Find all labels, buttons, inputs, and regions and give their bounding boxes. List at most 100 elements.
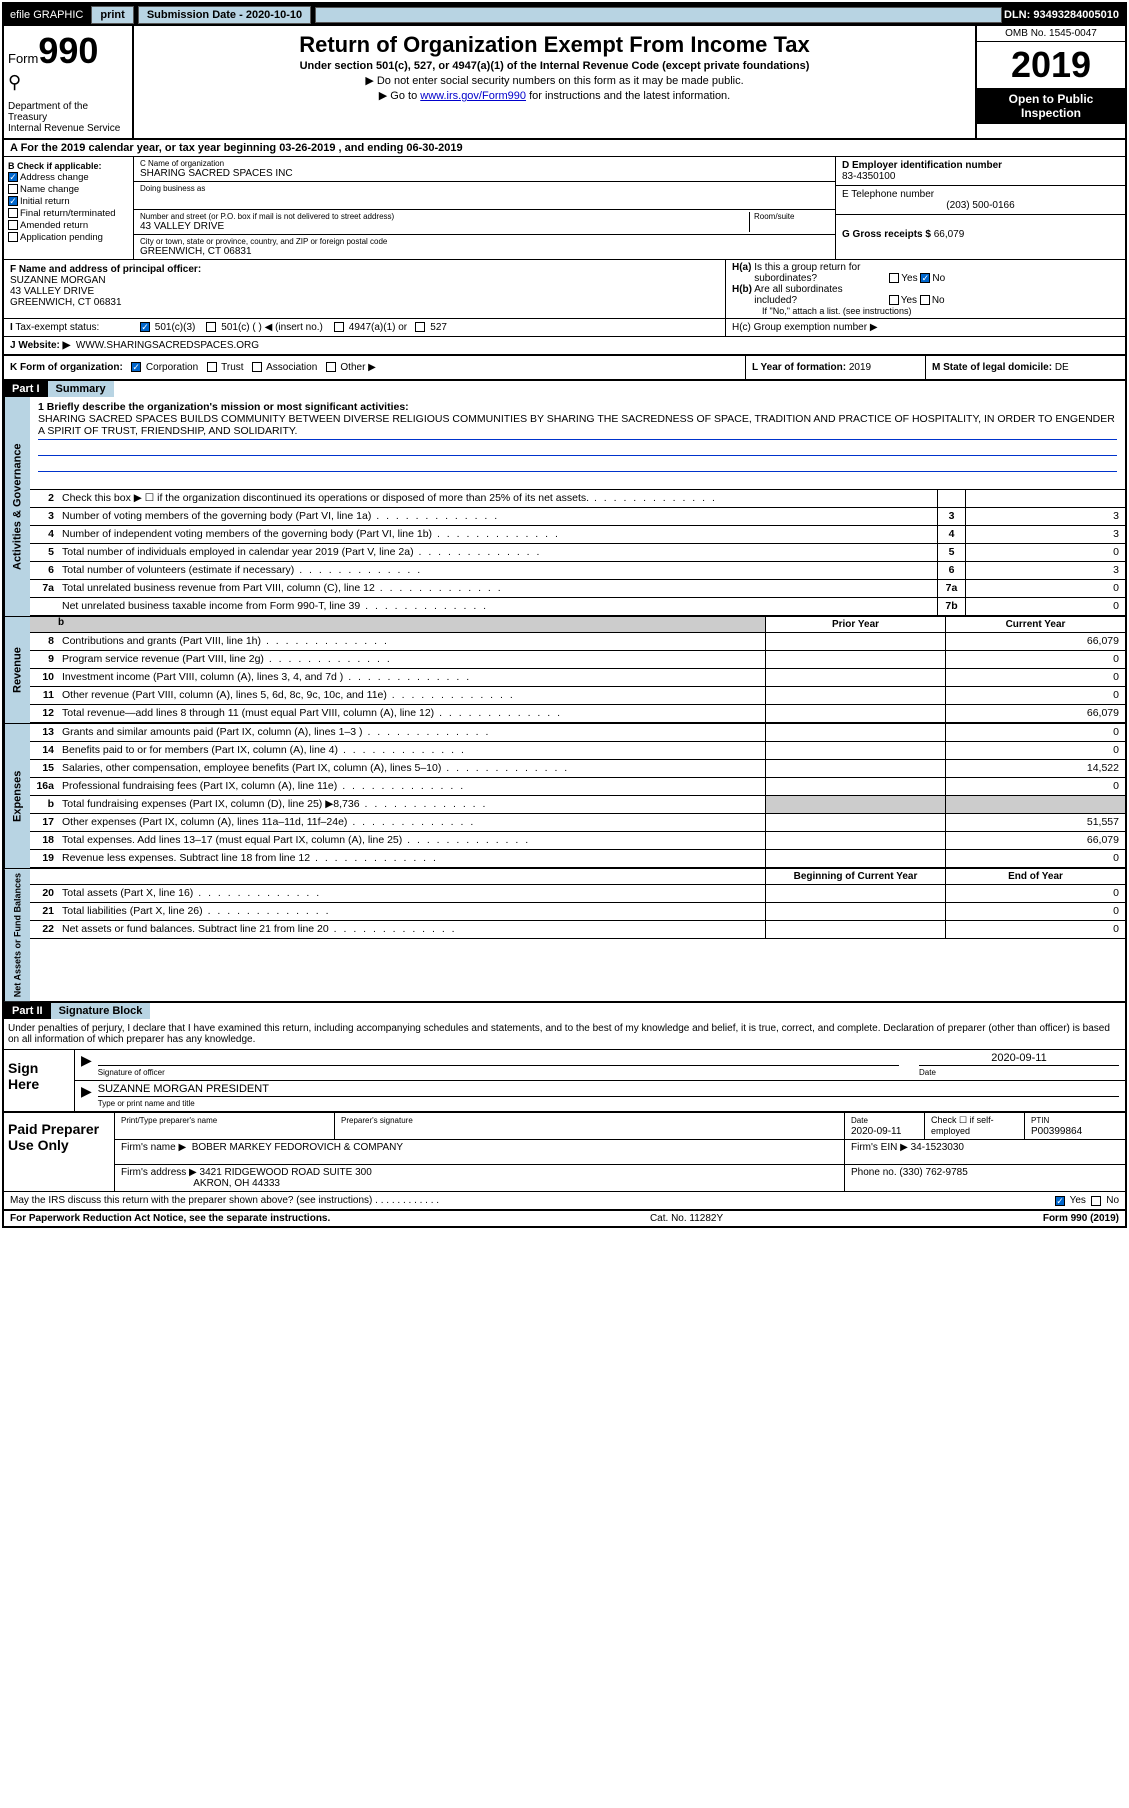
efile-label: efile GRAPHIC [4, 7, 89, 23]
line-desc: Program service revenue (Part VIII, line… [58, 651, 765, 668]
line-desc: Total assets (Part X, line 16) [58, 885, 765, 902]
prior-val [765, 705, 945, 722]
preparer-sig-label: Preparer's signature [341, 1116, 413, 1125]
vlabel-net: Net Assets or Fund Balances [4, 869, 30, 1001]
line-numcell: 7a [937, 580, 965, 597]
firm-addr-label: Firm's address ▶ [121, 1167, 197, 1178]
officer-label: F Name and address of principal officer: [10, 264, 201, 275]
cb-501c[interactable] [206, 322, 216, 332]
line-desc: Contributions and grants (Part VIII, lin… [58, 633, 765, 650]
city-label: City or town, state or province, country… [140, 237, 829, 246]
curr-val: 51,557 [945, 814, 1125, 831]
firm-addr2: AKRON, OH 44333 [193, 1178, 280, 1189]
curr-val: 0 [945, 687, 1125, 704]
mission-label: 1 Briefly describe the organization's mi… [38, 401, 409, 413]
sign-here: Sign Here [4, 1050, 74, 1111]
line-num: b [30, 796, 58, 813]
eagle-icon: ⚲ [8, 72, 128, 93]
line-val [965, 490, 1125, 507]
form-label: Form [8, 51, 38, 66]
gross-receipts: 66,079 [934, 229, 965, 240]
prior-val [765, 669, 945, 686]
cb-other[interactable] [326, 362, 336, 372]
cb-address-change[interactable]: ✓Address change [8, 172, 129, 183]
line-num: 8 [30, 633, 58, 650]
line-num: 10 [30, 669, 58, 686]
curr-val: 66,079 [945, 832, 1125, 849]
discuss-no[interactable] [1091, 1196, 1101, 1206]
org-name-label: C Name of organization [140, 159, 829, 168]
line-desc: Investment income (Part VIII, column (A)… [58, 669, 765, 686]
hb-yes[interactable] [889, 295, 899, 305]
year-formation: 2019 [849, 362, 871, 373]
curr-val: 0 [945, 778, 1125, 795]
cb-trust[interactable] [207, 362, 217, 372]
mission-text: SHARING SACRED SPACES BUILDS COMMUNITY B… [38, 413, 1115, 437]
city: GREENWICH, CT 06831 [140, 246, 829, 257]
prior-val [765, 903, 945, 920]
line-num: 9 [30, 651, 58, 668]
cb-501c3[interactable]: ✓ [140, 322, 150, 332]
form-subtitle: Under section 501(c), 527, or 4947(a)(1)… [144, 60, 965, 72]
cb-527[interactable] [415, 322, 425, 332]
dba-label: Doing business as [140, 184, 829, 193]
part2-label: Part II [4, 1003, 51, 1019]
line-val: 0 [965, 580, 1125, 597]
state-domicile: DE [1055, 362, 1069, 373]
prior-val [765, 633, 945, 650]
curr-val [945, 796, 1125, 813]
vlabel-governance: Activities & Governance [4, 397, 30, 616]
line-desc: Salaries, other compensation, employee b… [58, 760, 765, 777]
declaration: Under penalties of perjury, I declare th… [4, 1019, 1125, 1049]
cb-final-return[interactable]: Final return/terminated [8, 208, 129, 219]
foot-catno: Cat. No. 11282Y [330, 1213, 1043, 1224]
discuss-yes[interactable]: ✓ [1055, 1196, 1065, 1206]
line-num: 4 [30, 526, 58, 543]
ha-yes[interactable] [889, 273, 899, 283]
prior-val [765, 742, 945, 759]
cb-initial-return[interactable]: ✓Initial return [8, 196, 129, 207]
org-name: SHARING SACRED SPACES INC [140, 168, 829, 179]
irs-link[interactable]: www.irs.gov/Form990 [420, 90, 526, 102]
omb-number: OMB No. 1545-0047 [977, 26, 1125, 42]
website-url: WWW.SHARINGSACREDSPACES.ORG [76, 340, 259, 351]
curr-val: 66,079 [945, 705, 1125, 722]
gross-label: G Gross receipts $ [842, 229, 931, 240]
curr-val: 0 [945, 724, 1125, 741]
prior-val [765, 885, 945, 902]
hb-note: If "No," attach a list. (see instruction… [732, 306, 1119, 316]
prior-val [765, 921, 945, 938]
curr-year-hdr: Current Year [945, 617, 1125, 632]
line-desc: Net assets or fund balances. Subtract li… [58, 921, 765, 938]
form-title: Return of Organization Exempt From Incom… [144, 32, 965, 58]
self-employed-check[interactable]: Check ☐ if self-employed [925, 1113, 1025, 1139]
cb-corp[interactable]: ✓ [131, 362, 141, 372]
ha-no[interactable]: ✓ [920, 273, 930, 283]
line-num: 2 [30, 490, 58, 507]
line-num: 14 [30, 742, 58, 759]
col-b-checkboxes: B Check if applicable: ✓Address change N… [4, 157, 134, 259]
part2-title: Signature Block [51, 1003, 151, 1019]
firm-name: BOBER MARKEY FEDOROVICH & COMPANY [192, 1142, 403, 1153]
line-val: 3 [965, 562, 1125, 579]
dln-label: DLN: 93493284005010 [1004, 9, 1125, 21]
prior-val [765, 796, 945, 813]
cb-app-pending[interactable]: Application pending [8, 232, 129, 243]
print-button[interactable]: print [91, 6, 133, 24]
line-desc: Grants and similar amounts paid (Part IX… [58, 724, 765, 741]
line-num: 3 [30, 508, 58, 525]
phone-label: E Telephone number [842, 189, 934, 200]
cb-assoc[interactable] [252, 362, 262, 372]
cb-amended[interactable]: Amended return [8, 220, 129, 231]
curr-val: 66,079 [945, 633, 1125, 650]
part1-label: Part I [4, 381, 48, 397]
cb-name-change[interactable]: Name change [8, 184, 129, 195]
discuss-question: May the IRS discuss this return with the… [10, 1195, 1055, 1206]
cb-4947[interactable] [334, 322, 344, 332]
officer-addr1: 43 VALLEY DRIVE [10, 286, 94, 297]
line-val: 0 [965, 544, 1125, 561]
curr-val: 0 [945, 651, 1125, 668]
hb-no[interactable] [920, 295, 930, 305]
firm-phone: (330) 762-9785 [899, 1167, 967, 1178]
line-desc: Number of independent voting members of … [58, 526, 937, 543]
